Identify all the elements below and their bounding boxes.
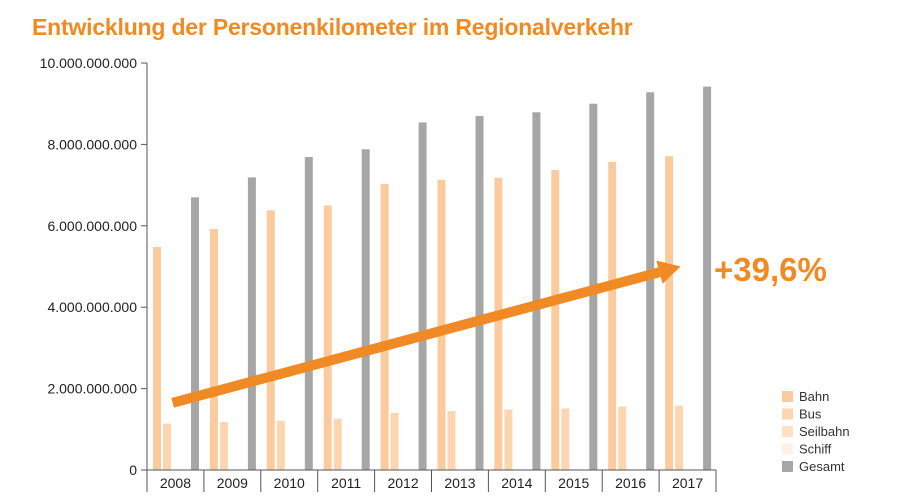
y-tick-label: 8.000.000.000 <box>47 136 137 152</box>
bar-bus-2017 <box>675 405 684 470</box>
bar-bus-2013 <box>447 410 456 470</box>
x-tick-label: 2012 <box>387 475 418 491</box>
bar-bus-2011 <box>333 418 342 470</box>
bar-bahn-2010 <box>266 210 275 471</box>
bar-bus-2014 <box>504 409 513 470</box>
bar-gesamt-2017 <box>703 86 712 470</box>
x-tick-label: 2009 <box>217 475 248 491</box>
bar-bahn-2009 <box>209 229 218 470</box>
bar-bahn-2013 <box>437 179 446 470</box>
legend-label-bus: Bus <box>799 407 822 422</box>
bar-bahn-2008 <box>153 246 161 470</box>
bar-gesamt-2010 <box>304 157 313 470</box>
x-tick-label: 2008 <box>160 475 191 491</box>
y-tick-label: 2.000.000.000 <box>47 381 137 397</box>
bar-bus-2015 <box>561 408 570 470</box>
legend: Bahn Bus Seilbahn Schiff Gesamt <box>782 389 850 474</box>
bar-bahn-2015 <box>551 170 560 470</box>
bar-gesamt-2011 <box>361 149 370 470</box>
y-tick-label: 6.000.000.000 <box>47 218 137 234</box>
bar-bahn-2016 <box>608 161 617 470</box>
bar-gesamt-2008 <box>191 197 199 470</box>
legend-label-bahn: Bahn <box>799 389 829 404</box>
x-tick-label: 2015 <box>558 475 589 491</box>
x-tick-label: 2017 <box>672 475 703 491</box>
x-tick-label: 2013 <box>444 475 475 491</box>
bar-gesamt-2016 <box>646 92 655 470</box>
bar-bus-2012 <box>390 413 399 470</box>
legend-swatch-gesamt <box>782 461 793 472</box>
chart-title: Entwicklung der Personenkilometer im Reg… <box>32 14 633 40</box>
legend-swatch-bus <box>782 408 793 420</box>
y-axis: 0 2.000.000.000 4.000.000.000 6.000.000.000… <box>40 55 148 478</box>
trend-arrow-shaft <box>171 267 661 408</box>
bar-gesamt-2014 <box>532 112 541 470</box>
legend-swatch-schiff <box>782 443 793 455</box>
bar-bus-2010 <box>276 420 285 470</box>
bar-bahn-2014 <box>494 177 503 471</box>
bar-bahn-2012 <box>380 183 389 470</box>
y-tick-label: 0 <box>129 462 137 478</box>
x-tick-label: 2014 <box>501 475 532 491</box>
bar-bus-2016 <box>618 406 627 470</box>
x-axis: 2008 2009 2010 2011 2012 2013 2014 2015 2016 2017 <box>146 469 717 492</box>
y-tick-label: 4.000.000.000 <box>47 299 137 315</box>
bar-gesamt-2009 <box>247 177 256 470</box>
x-tick-label: 2016 <box>615 475 646 491</box>
x-tick-label: 2010 <box>274 475 305 491</box>
legend-label-gesamt: Gesamt <box>799 459 845 474</box>
bar-bahn-2011 <box>323 205 332 470</box>
bar-gesamt-2013 <box>475 115 484 470</box>
y-tick-label: 10.000.000.000 <box>40 55 138 71</box>
legend-swatch-seilbahn <box>782 426 793 437</box>
bar-bahn-2017 <box>665 156 674 470</box>
legend-label-seilbahn: Seilbahn <box>799 424 850 439</box>
x-tick-label: 2011 <box>331 475 361 491</box>
bar-bus-2009 <box>219 421 228 470</box>
trend-annotation: +39,6% <box>714 251 827 288</box>
bar-bus-2008 <box>163 423 171 470</box>
trend-arrow-head <box>656 260 681 284</box>
legend-label-schiff: Schiff <box>799 442 832 457</box>
bar-gesamt-2012 <box>418 122 427 470</box>
legend-swatch-bahn <box>782 391 793 402</box>
trend-arrow: +39,6% <box>171 251 827 408</box>
bars <box>153 86 712 471</box>
